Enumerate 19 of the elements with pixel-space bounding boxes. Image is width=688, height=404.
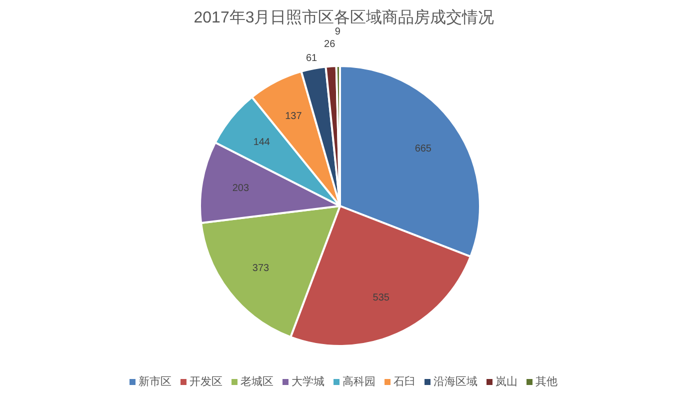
chart-title: 2017年3月日照市区各区域商品房成交情况 — [194, 8, 494, 26]
legend-label: 其他 — [536, 375, 558, 388]
data-label: 203 — [232, 183, 250, 194]
data-label: 665 — [414, 144, 432, 155]
data-label: 535 — [372, 292, 390, 304]
data-label: 26 — [324, 38, 336, 50]
legend-label: 开发区 — [190, 376, 222, 388]
data-label: 137 — [285, 111, 302, 122]
legend-label: 新市区 — [138, 375, 172, 388]
legend-label: 沿海区域 — [434, 375, 478, 388]
data-label: 61 — [306, 53, 318, 64]
data-label: 144 — [253, 137, 270, 148]
data-label: 9 — [334, 26, 341, 38]
legend-label: 老城区 — [240, 375, 274, 388]
legend-label: 大学城 — [292, 375, 324, 388]
legend-label: 高科园 — [342, 375, 376, 388]
data-label: 373 — [252, 262, 270, 274]
legend-label: 石臼 — [394, 375, 416, 388]
legend-label: 岚山 — [496, 375, 518, 388]
